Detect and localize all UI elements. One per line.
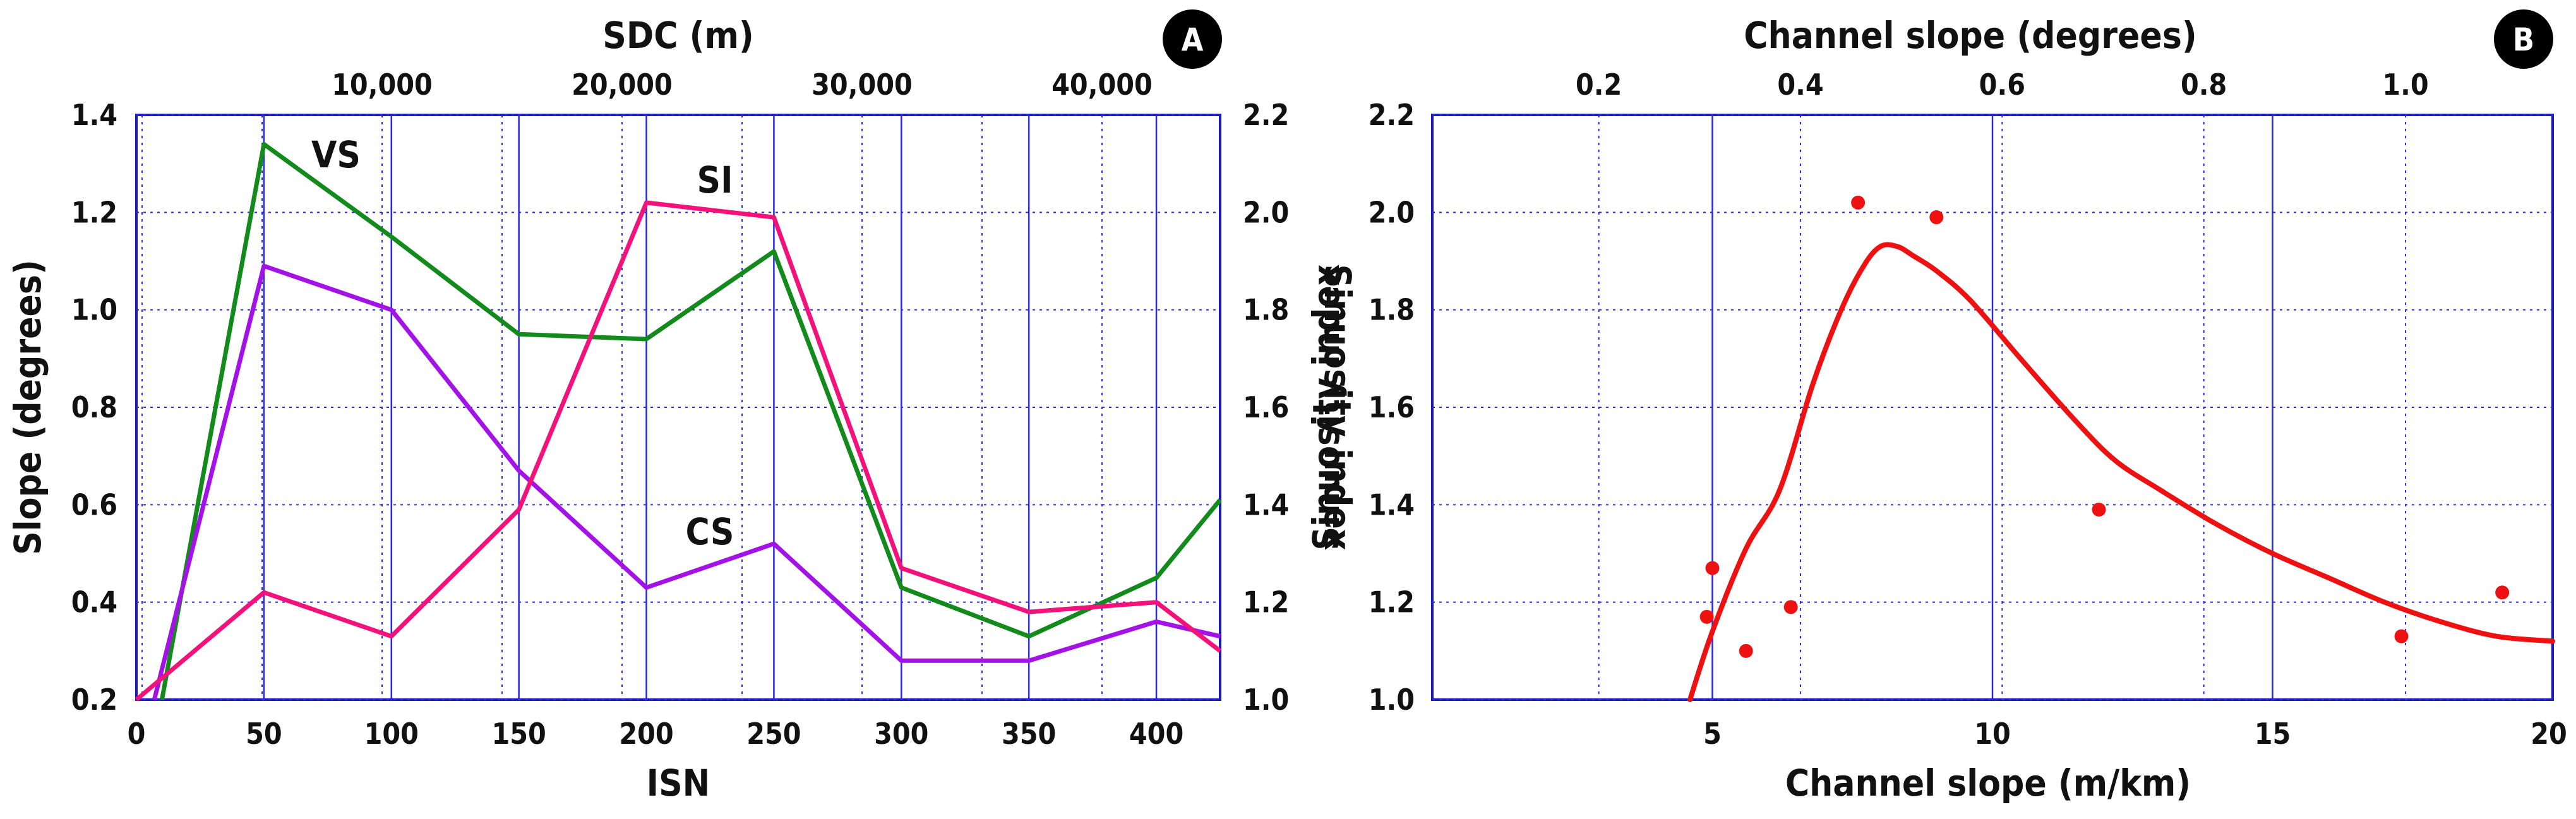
ticks-a: 0 50 100 150 200 250 300 350 400 0.2 0.4 0.6 0.8 1.0 1… bbox=[71, 68, 1290, 751]
data-point-b bbox=[2394, 629, 2409, 643]
x2-tick-label-a: 30,000 bbox=[812, 68, 913, 102]
y2-axis-label-a: Sinuosity index bbox=[1316, 264, 1359, 550]
y-tick-label-b: 1.4 bbox=[1369, 487, 1415, 522]
x-tick-label-a: 300 bbox=[874, 717, 928, 751]
x2-tick-label-a: 10,000 bbox=[332, 68, 433, 102]
y-tick-label-a: 1.2 bbox=[71, 195, 117, 229]
x-tick-label-a: 0 bbox=[128, 717, 146, 751]
y2-tick-label-a: 1.2 bbox=[1243, 585, 1289, 619]
x-tick-label-b: 10 bbox=[1974, 717, 2011, 751]
x-tick-label-a: 400 bbox=[1129, 717, 1183, 751]
grid-a bbox=[136, 114, 1220, 700]
x2-axis-label-a: SDC (m) bbox=[602, 14, 753, 57]
y-axis-label-b: Sinuosity index bbox=[1305, 264, 1348, 550]
x-tick-label-b: 15 bbox=[2255, 717, 2291, 751]
data-point-b bbox=[2495, 585, 2510, 600]
series-line-cs bbox=[152, 263, 1221, 700]
x2-tick-label-b: 1.0 bbox=[2382, 68, 2428, 102]
y2-tick-label-a: 1.4 bbox=[1243, 487, 1289, 522]
x2-tick-label-b: 0.8 bbox=[2181, 68, 2227, 102]
x-tick-label-a: 50 bbox=[246, 717, 282, 751]
y2-tick-label-a: 1.0 bbox=[1243, 683, 1289, 717]
y-tick-label-a: 0.8 bbox=[71, 390, 117, 424]
chart-panel-a: 0 50 100 150 200 250 300 350 400 0.2 0.4 0.6 0.8 1.0 1… bbox=[6, 9, 1359, 804]
panel-badge-a: A bbox=[1163, 9, 1222, 69]
x2-axis-label-b: Channel slope (degrees) bbox=[1744, 14, 2197, 57]
x2-tick-label-b: 0.4 bbox=[1777, 68, 1823, 102]
y-tick-label-a: 1.0 bbox=[71, 293, 117, 327]
badge-letter-b: B bbox=[2513, 21, 2534, 58]
x-tick-label-a: 150 bbox=[491, 717, 546, 751]
y2-tick-label-a: 1.6 bbox=[1243, 390, 1289, 424]
x2-tick-label-a: 40,000 bbox=[1051, 68, 1153, 102]
y2-tick-label-a: 2.0 bbox=[1243, 195, 1289, 229]
x-axis-label-b: Channel slope (m/km) bbox=[1785, 762, 2191, 804]
y2-tick-label-a: 2.2 bbox=[1243, 98, 1289, 132]
series-group-a bbox=[135, 141, 1222, 702]
x-tick-label-a: 100 bbox=[364, 717, 419, 751]
x-tick-label-a: 200 bbox=[619, 717, 673, 751]
y-tick-label-a: 1.4 bbox=[71, 98, 117, 132]
x2-tick-label-a: 20,000 bbox=[572, 68, 673, 102]
y-tick-label-a: 0.4 bbox=[71, 585, 117, 619]
y-axis-label-a: Slope (degrees) bbox=[6, 260, 49, 555]
badge-circle-b bbox=[2494, 9, 2553, 69]
data-point-b bbox=[1699, 609, 1714, 624]
y2-tick-label-a: 1.8 bbox=[1243, 293, 1289, 327]
ticks-b: 0.2 0.4 0.6 0.8 1.0 5 10 15 20 1.0 1.2 1.4 1.6 1.8 2.0… bbox=[1369, 68, 2567, 751]
chart-panel-b: 0.2 0.4 0.6 0.8 1.0 5 10 15 20 1.0 1.2 1.4 1.6 1.8 2.0… bbox=[1305, 9, 2567, 804]
x-tick-label-a: 350 bbox=[1002, 717, 1056, 751]
badge-circle-a bbox=[1163, 9, 1222, 69]
x-tick-label-b: 20 bbox=[2531, 717, 2567, 751]
panel-badge-b: B bbox=[2494, 9, 2553, 69]
data-point-b bbox=[1783, 600, 1798, 614]
x2-tick-label-b: 0.2 bbox=[1576, 68, 1622, 102]
y-tick-label-b: 1.6 bbox=[1369, 390, 1415, 424]
fit-curve-b bbox=[1687, 242, 2555, 702]
y-tick-label-b: 2.0 bbox=[1369, 195, 1415, 229]
data-point-b bbox=[2092, 503, 2106, 517]
data-point-b bbox=[1851, 195, 1866, 210]
series-group-b bbox=[1687, 195, 2555, 702]
data-point-b bbox=[1739, 643, 1753, 658]
y-tick-label-a: 0.2 bbox=[71, 683, 117, 717]
series-label-vs: VS bbox=[311, 133, 361, 176]
series-label-cs: CS bbox=[686, 510, 734, 553]
x-tick-label-b: 5 bbox=[1703, 717, 1722, 751]
data-point-b bbox=[1929, 210, 1944, 225]
y-tick-label-b: 1.2 bbox=[1369, 585, 1415, 619]
x2-tick-label-b: 0.6 bbox=[1979, 68, 2025, 102]
series-line-si bbox=[135, 200, 1222, 702]
data-point-b bbox=[1705, 561, 1720, 575]
y-tick-label-b: 1.8 bbox=[1369, 293, 1415, 327]
x-axis-label-a: ISN bbox=[647, 762, 710, 804]
y-tick-label-b: 2.2 bbox=[1369, 98, 1415, 132]
badge-letter-a: A bbox=[1182, 21, 1204, 58]
grid-b bbox=[1432, 114, 2553, 700]
x-tick-label-a: 250 bbox=[746, 717, 801, 751]
y-tick-label-a: 0.6 bbox=[71, 487, 117, 522]
series-label-si: SI bbox=[697, 158, 733, 201]
y-tick-label-b: 1.0 bbox=[1369, 683, 1415, 717]
